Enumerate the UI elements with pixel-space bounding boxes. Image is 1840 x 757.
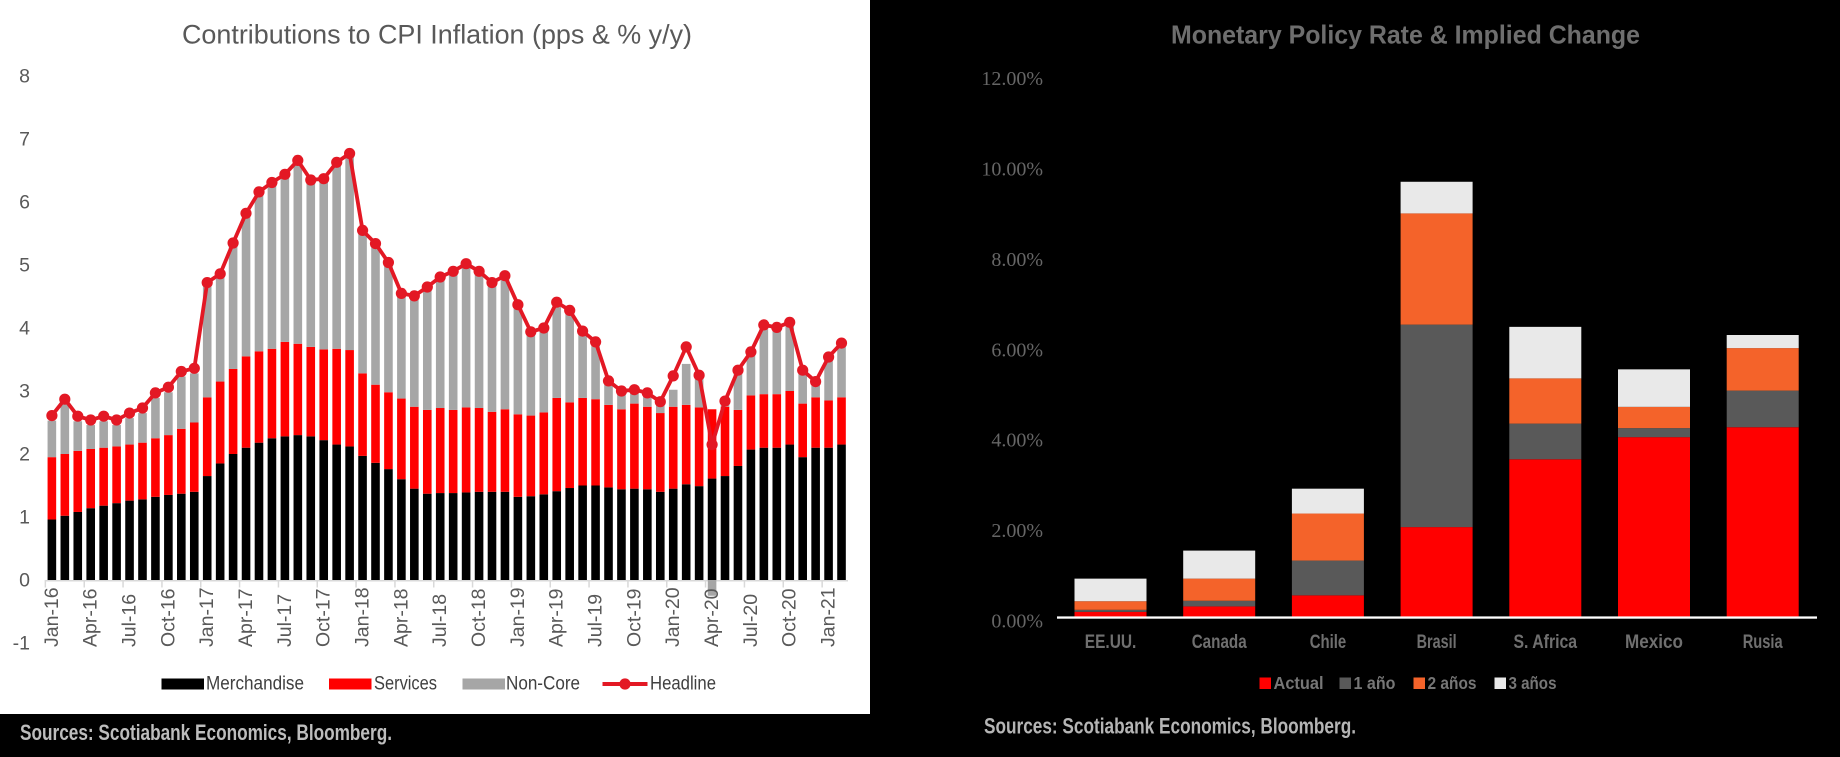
svg-text:Jan-17: Jan-17: [196, 587, 218, 647]
svg-text:Oct-20: Oct-20: [779, 588, 801, 647]
svg-text:10.00%: 10.00%: [981, 159, 1043, 181]
svg-text:Jan-19: Jan-19: [507, 587, 529, 647]
svg-text:6.00%: 6.00%: [991, 339, 1043, 361]
svg-text:Merchandise: Merchandise: [206, 674, 304, 695]
svg-text:Non-Core: Non-Core: [506, 674, 580, 695]
svg-text:Jul-18: Jul-18: [429, 594, 451, 647]
svg-text:0.00%: 0.00%: [991, 611, 1043, 633]
svg-text:3 años: 3 años: [1509, 673, 1557, 693]
svg-text:Apr-19: Apr-19: [546, 588, 568, 647]
svg-text:Canada: Canada: [1192, 632, 1247, 653]
svg-text:6: 6: [19, 192, 30, 214]
svg-text:Jan-20: Jan-20: [662, 587, 684, 647]
svg-text:1: 1: [19, 507, 30, 529]
svg-text:Oct-19: Oct-19: [623, 588, 645, 647]
svg-text:Oct-17: Oct-17: [313, 588, 335, 647]
svg-text:Headline: Headline: [650, 674, 716, 695]
svg-text:Jan-16: Jan-16: [41, 587, 63, 647]
svg-text:Jul-20: Jul-20: [740, 594, 762, 647]
svg-text:0: 0: [19, 570, 30, 592]
svg-text:4.00%: 4.00%: [991, 430, 1043, 452]
svg-text:5: 5: [19, 255, 30, 277]
svg-text:Apr-16: Apr-16: [80, 588, 102, 647]
svg-text:3: 3: [19, 381, 30, 403]
svg-text:Contributions to CPI Inflation: Contributions to CPI Inflation (pps & % …: [182, 20, 692, 50]
svg-text:Services: Services: [374, 674, 437, 695]
svg-text:Jul-16: Jul-16: [119, 594, 141, 647]
svg-text:8.00%: 8.00%: [991, 249, 1043, 271]
svg-text:Sources: Scotiabank Economics,: Sources: Scotiabank Economics, Bloomberg…: [984, 714, 1356, 739]
svg-text:8: 8: [19, 66, 30, 88]
svg-text:Oct-16: Oct-16: [157, 588, 179, 647]
svg-text:Rusia: Rusia: [1743, 632, 1783, 653]
svg-text:Sources: Scotiabank Economics,: Sources: Scotiabank Economics, Bloomberg…: [20, 720, 392, 745]
svg-text:Jan-18: Jan-18: [352, 587, 374, 647]
svg-text:S. Africa: S. Africa: [1514, 632, 1578, 653]
svg-text:2.00%: 2.00%: [991, 520, 1043, 542]
svg-text:7: 7: [19, 129, 30, 151]
svg-text:Apr-20: Apr-20: [701, 588, 723, 647]
svg-text:-1: -1: [13, 633, 30, 655]
svg-text:Actual: Actual: [1274, 673, 1324, 693]
svg-text:Jan-21: Jan-21: [818, 587, 840, 647]
svg-text:Brasil: Brasil: [1417, 632, 1457, 653]
svg-text:2: 2: [19, 444, 30, 466]
svg-text:4: 4: [19, 318, 30, 340]
svg-text:Chile: Chile: [1310, 632, 1347, 653]
svg-text:Jul-17: Jul-17: [274, 594, 296, 647]
svg-text:Apr-18: Apr-18: [390, 588, 412, 647]
svg-text:2 años: 2 años: [1428, 673, 1477, 693]
svg-text:Mexico: Mexico: [1625, 632, 1683, 653]
svg-text:1 año: 1 año: [1354, 673, 1396, 693]
svg-text:Monetary Policy Rate & Implied: Monetary Policy Rate & Implied Change: [1171, 20, 1640, 50]
svg-text:Jul-19: Jul-19: [585, 594, 607, 647]
svg-text:EE.UU.: EE.UU.: [1085, 632, 1137, 653]
svg-text:Oct-18: Oct-18: [468, 588, 490, 647]
svg-text:Apr-17: Apr-17: [235, 588, 257, 647]
svg-text:12.00%: 12.00%: [981, 68, 1043, 90]
